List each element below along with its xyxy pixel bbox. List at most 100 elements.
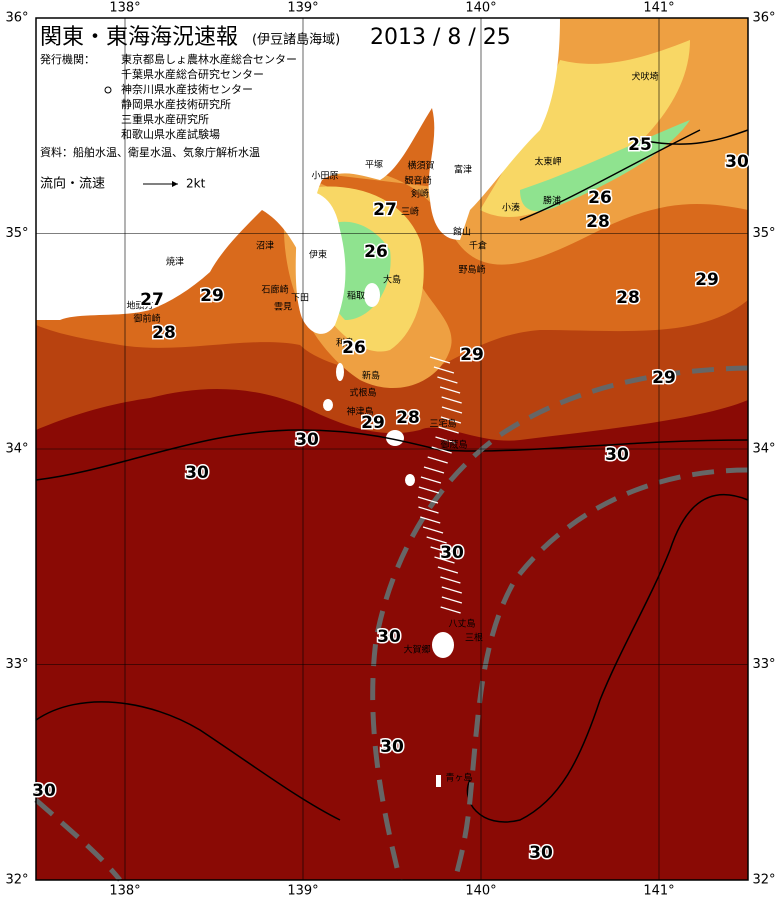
isotherms [35, 129, 749, 823]
current-arrow [427, 456, 448, 464]
place-name: 御前崎 [133, 313, 160, 325]
isotherm-label: 28 [152, 323, 176, 343]
isotherm-label: 30 [380, 737, 404, 757]
marker [104, 86, 112, 94]
agency: 静岡県水産技術研究所 [121, 97, 231, 111]
current-arrow [418, 486, 440, 494]
lon-label: 138° [109, 1, 140, 16]
place-name: 太東岬 [534, 156, 561, 168]
island [386, 430, 404, 446]
isotherm-label: 29 [200, 286, 224, 306]
current-arrow [441, 596, 463, 604]
place-name: 新島 [362, 370, 380, 382]
kuroshio-axis [370, 365, 749, 881]
place-name: 横須賀 [407, 160, 434, 172]
place-name: 雲見 [274, 302, 292, 313]
isotherm [35, 429, 749, 481]
lat-label: 36° [5, 11, 28, 26]
isotherm-label: 30 [440, 543, 464, 563]
lon-label: 141° [643, 1, 674, 16]
island [336, 363, 344, 381]
current-arrow [441, 586, 462, 594]
current-arrow [417, 496, 439, 504]
lat-label: 34° [752, 442, 775, 457]
place-name: 神津島 [346, 406, 373, 418]
current-arrow [437, 376, 458, 384]
island [405, 474, 415, 486]
place-name: 平塚 [365, 160, 383, 171]
lat-label: 32° [5, 873, 28, 888]
isotherm-label: 29 [361, 413, 385, 433]
lat-label: 34° [5, 442, 28, 457]
current-arrow [440, 416, 462, 424]
current-arrow [440, 576, 461, 584]
lon-label: 138° [109, 884, 140, 899]
place-name: 焼津 [166, 257, 184, 268]
lon-label: 141° [643, 884, 674, 899]
izu-peninsula [295, 190, 346, 334]
place-name: 勝浦 [543, 195, 561, 207]
isotherm [35, 701, 341, 821]
place-name: 伊東 [309, 249, 327, 261]
place-name: 下田 [291, 293, 309, 304]
isotherm-label: 30 [377, 627, 401, 647]
map-frame [35, 17, 749, 881]
place-name: 地頭方 [126, 300, 153, 312]
lat-label: 33° [752, 657, 775, 672]
isotherm-label: 28 [396, 408, 420, 428]
place-name: 大島 [383, 274, 401, 286]
currents [417, 356, 463, 614]
legend-arrow-head [172, 181, 178, 187]
current-arrow [430, 546, 451, 554]
current-arrow [438, 426, 459, 434]
isotherm-label: 25 [628, 135, 652, 155]
agency: 千葉県水産総合研究センター [121, 67, 264, 81]
lat-label: 32° [752, 873, 775, 888]
agency: 三重県水産研究所 [121, 112, 209, 126]
place-name: 式根島 [349, 387, 376, 399]
agency: 和歌山県水産試験場 [121, 127, 220, 141]
isotherm-label: 30 [185, 463, 209, 483]
place-name: 剣崎 [411, 188, 429, 200]
isotherm-label: 28 [586, 212, 610, 232]
place-name: 稲取 [347, 290, 365, 302]
place-name: 三根 [465, 632, 483, 644]
current-arrow [435, 436, 456, 444]
lat-label: 33° [5, 657, 28, 672]
isotherm-label: 30 [295, 430, 319, 450]
island [364, 283, 380, 307]
isotherm-label: 29 [695, 270, 719, 290]
lon-label: 140° [465, 1, 496, 16]
current-arrow [429, 356, 451, 364]
isotherm [519, 129, 749, 221]
lat-label: 35° [752, 226, 775, 241]
legend-label: 流向・流速 [40, 176, 105, 192]
lon-label: 140° [465, 884, 496, 899]
isotherm-label: 26 [364, 242, 388, 262]
current-arrow [433, 366, 455, 374]
place-name: 石廊崎 [261, 284, 288, 296]
place-name: 御蔵島 [440, 439, 467, 451]
place-name: 富津 [454, 164, 472, 176]
date: 2013 / 8 / 25 [370, 25, 511, 50]
land [36, 18, 560, 320]
current-arrow [420, 476, 442, 484]
isotherm-label: 26 [342, 338, 366, 358]
current-arrow [431, 446, 452, 454]
lon-label: 139° [287, 1, 318, 16]
current-arrow [418, 506, 439, 514]
current-arrow [426, 536, 447, 544]
current-arrow [441, 406, 463, 414]
current-arrow [441, 396, 462, 404]
isotherm-label: 30 [725, 152, 749, 172]
current-arrow [439, 386, 461, 394]
place-name: 青ヶ島 [445, 772, 472, 784]
place-name: 八丈島 [448, 618, 475, 630]
isotherm-label: 30 [529, 843, 553, 863]
island [323, 399, 333, 411]
island [349, 341, 355, 349]
place-name: 観音崎 [404, 175, 431, 187]
place-name: 小田原 [311, 171, 338, 182]
legend-unit: 2kt [186, 177, 206, 191]
isotherm-label: 29 [652, 368, 676, 388]
